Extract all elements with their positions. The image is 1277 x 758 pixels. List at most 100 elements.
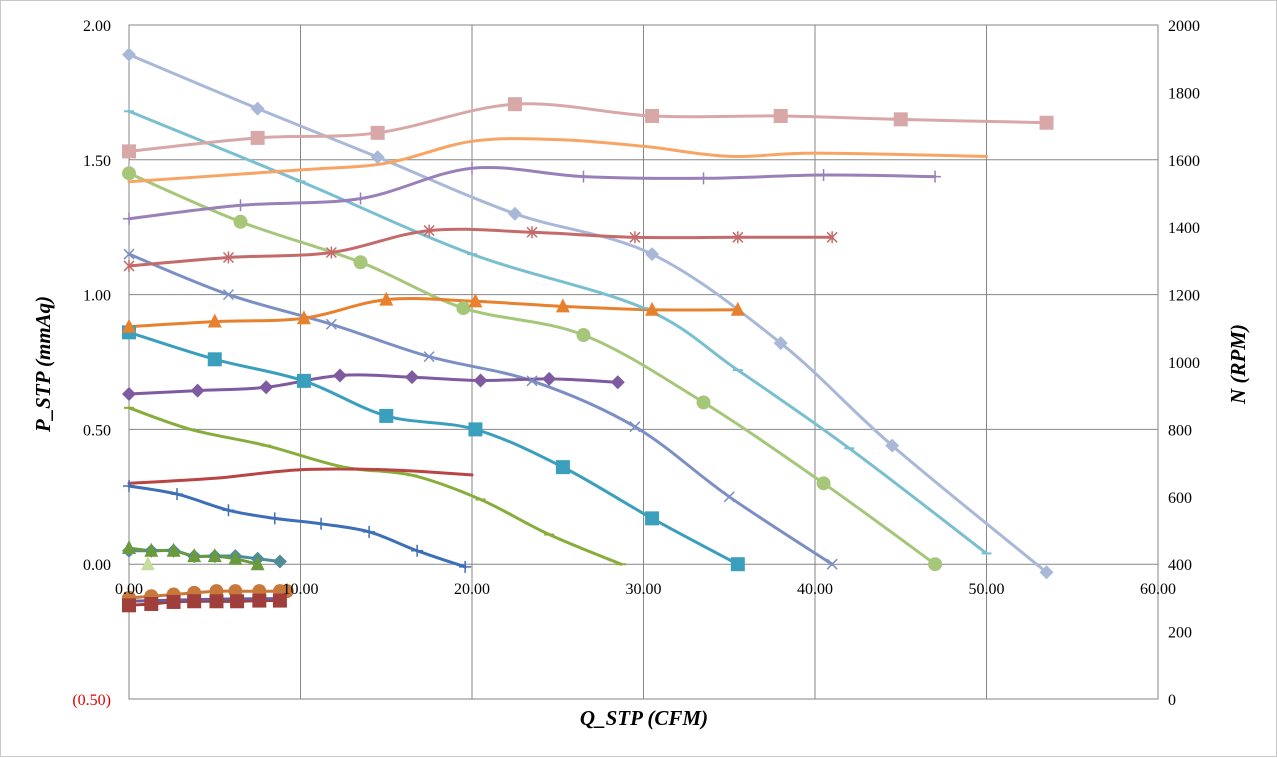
series-line-15	[127, 297, 740, 329]
data-point	[773, 336, 788, 351]
y2-tick-label: 2000	[1168, 18, 1200, 35]
data-point	[370, 150, 385, 165]
series-line-5	[127, 330, 740, 566]
data-point	[555, 298, 570, 313]
y-tick-label: 0.50	[83, 422, 111, 439]
data-point	[250, 130, 265, 145]
x-axis-title: Q_STP (CFM)	[580, 706, 708, 730]
data-point	[207, 352, 222, 367]
data-point	[730, 557, 745, 572]
data-point	[577, 170, 590, 183]
data-point	[252, 593, 267, 608]
data-point	[296, 310, 311, 325]
x-tick-label: 30.00	[626, 581, 662, 598]
data-point	[122, 387, 136, 402]
data-point	[404, 370, 419, 385]
y2-tick-label: 400	[1168, 557, 1192, 574]
data-point	[1039, 565, 1054, 580]
series-line-2	[127, 109, 988, 555]
data-point	[190, 383, 205, 398]
y2-axis-title: N (RPM)	[1226, 324, 1250, 405]
data-point	[268, 512, 281, 525]
y-tick-label: 0.00	[83, 557, 111, 574]
data-point	[773, 108, 788, 123]
data-point	[315, 517, 328, 530]
y2-tick-label: 0	[1168, 692, 1176, 709]
data-point	[645, 108, 660, 123]
data-point	[187, 594, 202, 609]
grid-layer	[128, 24, 1159, 700]
series-line-3	[127, 171, 937, 566]
x-tick-label: 10.00	[283, 581, 319, 598]
data-point	[166, 594, 181, 609]
data-point	[122, 166, 136, 181]
y2-tick-label: 800	[1168, 422, 1192, 439]
data-point	[411, 544, 424, 557]
y2-tick-label: 1200	[1168, 288, 1200, 305]
marker-layer	[122, 47, 1054, 613]
data-point	[423, 224, 435, 237]
y2-tick-label: 200	[1168, 625, 1192, 642]
y2-tick-label: 1000	[1168, 355, 1200, 372]
data-point	[234, 199, 247, 212]
data-point	[228, 550, 243, 565]
y2-tick-label: 600	[1168, 490, 1192, 507]
data-point	[929, 170, 942, 183]
data-point	[816, 476, 831, 491]
data-point	[507, 97, 522, 112]
y2-tick-label: 1400	[1168, 220, 1200, 237]
data-point	[222, 504, 235, 517]
data-point	[144, 596, 159, 611]
data-point	[645, 301, 660, 316]
data-point	[459, 560, 472, 573]
data-point	[507, 206, 522, 221]
x-tick-label: 0.00	[115, 581, 143, 598]
data-point	[187, 548, 202, 563]
data-point	[122, 144, 136, 159]
data-point	[325, 318, 337, 330]
data-point	[576, 328, 591, 343]
data-point	[468, 422, 483, 437]
series-line-14	[127, 227, 834, 268]
series-line-7	[127, 484, 467, 569]
data-point	[456, 301, 471, 316]
data-point	[817, 168, 830, 181]
y-tick-label: 1.00	[83, 288, 111, 305]
data-point	[885, 438, 900, 453]
data-point	[230, 594, 245, 609]
data-point	[893, 112, 908, 127]
data-point	[250, 556, 265, 571]
data-point	[296, 373, 311, 388]
series-line-17	[127, 467, 474, 485]
data-point	[332, 368, 347, 383]
data-point	[610, 375, 625, 390]
y2-tick-label: 1800	[1168, 85, 1200, 102]
data-point	[730, 301, 745, 316]
data-point	[207, 548, 222, 563]
data-point	[171, 488, 184, 501]
data-point	[123, 259, 135, 272]
data-point	[123, 212, 135, 225]
data-point	[697, 172, 710, 185]
x-tick-label: 50.00	[969, 581, 1005, 598]
data-point	[379, 291, 394, 306]
x-tick-label: 60.00	[1140, 581, 1176, 598]
data-point	[645, 511, 660, 526]
data-point	[353, 255, 368, 270]
data-point	[696, 395, 711, 410]
data-point	[222, 251, 235, 264]
data-point	[233, 214, 248, 229]
data-point	[473, 373, 488, 388]
data-point	[370, 125, 385, 140]
y-tick-label: (0.50)	[72, 692, 111, 709]
data-point	[272, 554, 287, 569]
data-point	[325, 246, 337, 259]
data-point	[555, 460, 570, 475]
data-point	[928, 557, 943, 572]
data-point	[466, 162, 478, 175]
data-point	[468, 293, 483, 308]
x-tick-label: 40.00	[797, 581, 833, 598]
y-tick-label: 1.50	[83, 153, 111, 170]
data-point	[423, 351, 435, 363]
